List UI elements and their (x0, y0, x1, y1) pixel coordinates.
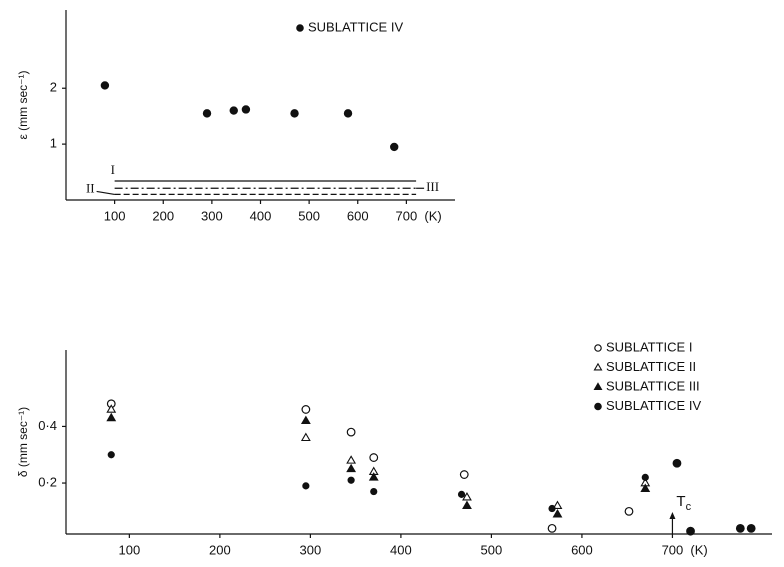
data-point (370, 487, 378, 496)
legend-label: SUBLATTICE IV (308, 19, 403, 34)
data-point (107, 451, 115, 459)
x-tick-label: 300 (300, 542, 322, 557)
tc-arrowhead (669, 512, 676, 519)
data-point (301, 405, 311, 414)
tc-label: Tc (676, 493, 691, 513)
data-point (673, 459, 681, 467)
data-point (368, 472, 379, 481)
data-point (462, 500, 472, 509)
x-tick-label: 400 (250, 208, 272, 223)
y-tick-label: 2 (50, 80, 57, 95)
x-tick-label: 100 (104, 208, 126, 223)
y-axis-label: δ (mm sec⁻¹) (16, 407, 30, 477)
data-point (686, 527, 695, 535)
legend-marker (593, 362, 603, 371)
x-tick-label: 100 (119, 542, 141, 557)
y-axis-label: ε (mm sec⁻¹) (16, 70, 30, 139)
legend-label: SUBLATTICE I (606, 339, 692, 354)
chart: 0·2 0·4 100 200 300 400 500 600 700 (K) δ (mm sec⁻… (16, 339, 772, 557)
data-point (300, 432, 311, 442)
data-point (552, 508, 563, 518)
data-point (552, 500, 563, 509)
data-point (347, 476, 355, 484)
y-tick-label: 0·2 (38, 474, 57, 489)
line-label: III (426, 179, 439, 194)
data-point (624, 506, 634, 516)
data-point (346, 455, 357, 464)
data-point (369, 453, 379, 462)
leader (96, 190, 115, 196)
x-tick-label: 200 (152, 208, 174, 223)
data-point (106, 412, 117, 422)
x-tick-label: 500 (481, 542, 503, 557)
x-unit: (K) (424, 208, 441, 223)
x-tick-label: 700 (662, 542, 684, 557)
legend-marker (593, 382, 603, 390)
line-label: II (86, 180, 95, 195)
legend-label: SUBLATTICE II (606, 359, 696, 374)
data-point (302, 482, 310, 490)
x-unit: (K) (690, 542, 707, 557)
data-point (241, 105, 251, 114)
data-point (343, 109, 353, 118)
y-tick-label: 1 (50, 136, 57, 151)
data-point (736, 524, 744, 532)
tc-text: T (676, 493, 685, 510)
data-point (346, 427, 356, 437)
data-point (100, 81, 110, 90)
x-tick-label: 200 (209, 542, 231, 557)
x-tick-label: 700 (396, 208, 418, 223)
x-tick-label: 600 (571, 542, 593, 557)
data-point (548, 504, 556, 513)
data-point (641, 473, 649, 481)
legend-marker (594, 344, 602, 352)
data-point (747, 524, 755, 532)
data-point (346, 463, 357, 473)
data-point (462, 491, 472, 501)
data-point (106, 404, 117, 413)
data-point (547, 523, 557, 533)
data-point (640, 483, 651, 492)
data-point (229, 106, 238, 115)
legend-marker (594, 402, 602, 411)
data-point (290, 109, 299, 118)
y-tick-label: 0·4 (38, 418, 57, 433)
x-tick-label: 300 (201, 208, 223, 223)
data-point (457, 490, 466, 498)
data-point (390, 142, 399, 152)
data-point (202, 109, 212, 118)
tc-subscript: c (686, 501, 692, 513)
x-tick-label: 400 (390, 542, 412, 557)
legend-label: SUBLATTICE III (606, 378, 700, 393)
data-point (459, 470, 469, 479)
legend-marker (296, 24, 304, 32)
chart: 1 2 100 200 300 400 500 600 700 (K) ε (mm sec⁻¹) SU… (16, 10, 455, 223)
legend-label: SUBLATTICE IV (606, 398, 701, 413)
data-point (300, 415, 311, 425)
x-tick-label: 500 (298, 208, 320, 223)
line-label: I (111, 162, 115, 177)
x-tick-label: 600 (347, 208, 369, 223)
